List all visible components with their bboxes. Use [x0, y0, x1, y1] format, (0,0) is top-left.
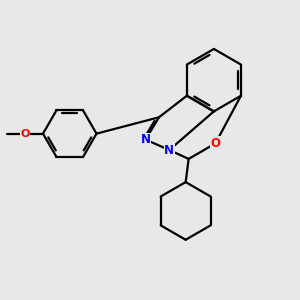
Text: O: O	[210, 137, 220, 150]
Text: N: N	[164, 143, 174, 157]
Text: N: N	[140, 133, 151, 146]
Text: O: O	[20, 129, 30, 139]
